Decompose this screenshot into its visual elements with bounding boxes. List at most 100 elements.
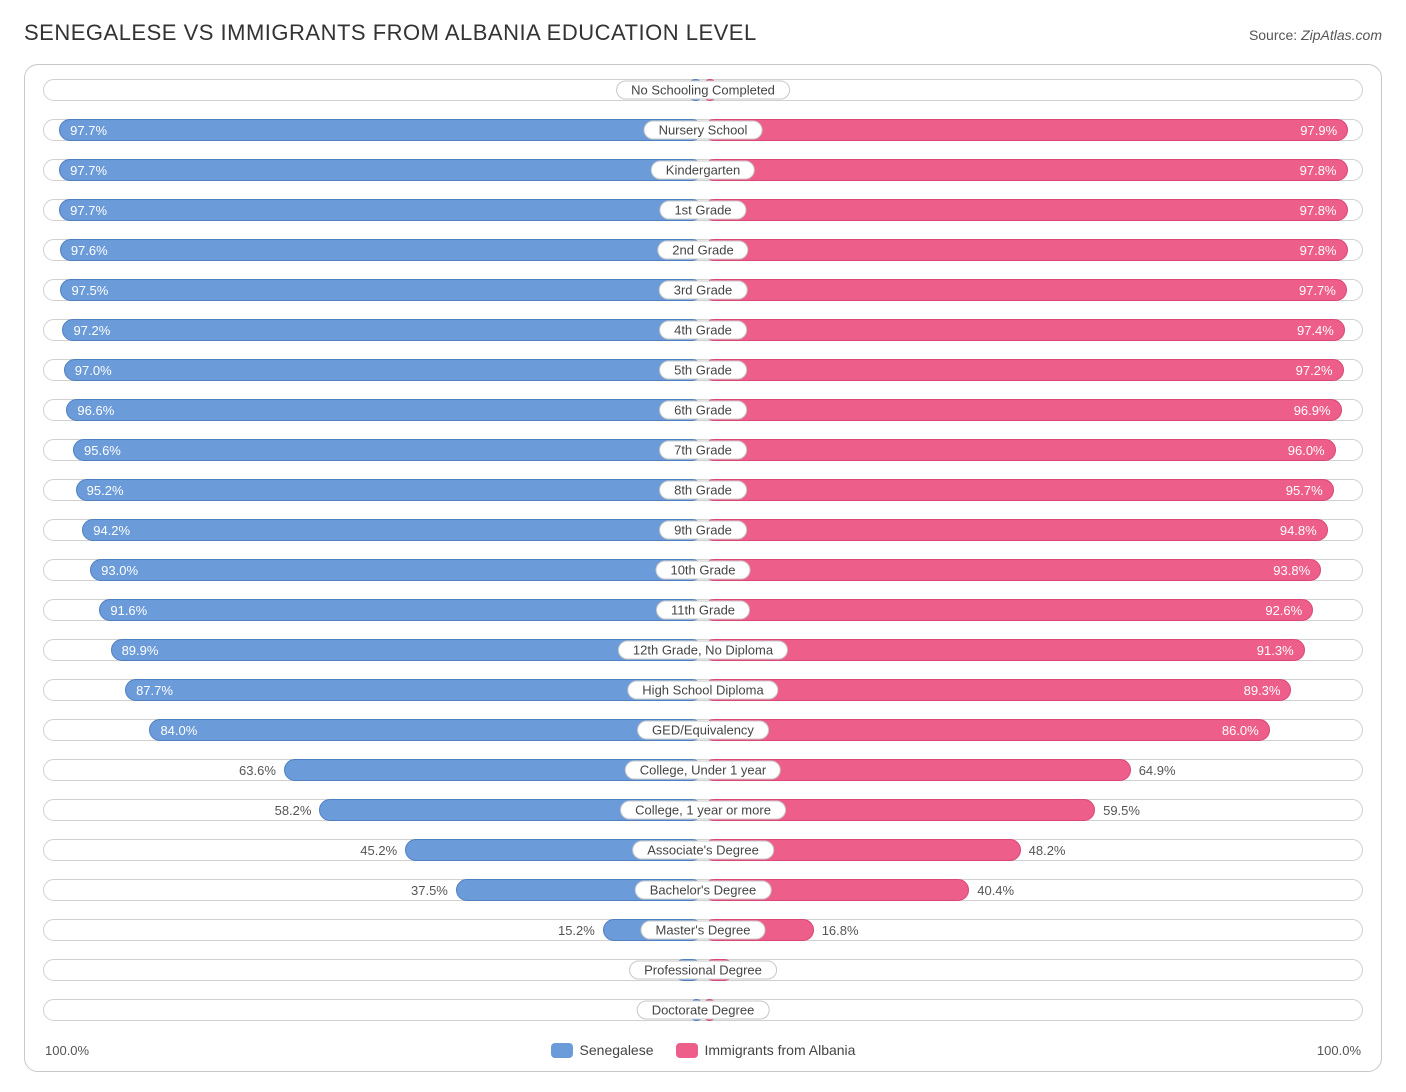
- chart-row: 96.6% 96.9% 6th Grade: [43, 399, 1363, 421]
- bar-senegalese: 89.9%: [111, 639, 703, 661]
- value-albania: 97.9%: [1290, 123, 1347, 138]
- chart-row: 63.6%64.9%College, Under 1 year: [43, 759, 1363, 781]
- chart-row: 97.2% 97.4% 4th Grade: [43, 319, 1363, 341]
- education-diverging-bar-chart: 2.3%2.2%No Schooling Completed97.7%97.9%…: [24, 64, 1382, 1072]
- bar-albania: 91.3%: [703, 639, 1305, 661]
- category-label: Associate's Degree: [632, 841, 774, 860]
- source-value: ZipAtlas.com: [1301, 27, 1382, 43]
- bar-albania: 97.7%: [703, 279, 1347, 301]
- value-albania: 97.8%: [1290, 243, 1347, 258]
- chart-row: 89.9% 91.3% 12th Grade, No Diploma: [43, 639, 1363, 661]
- bar-albania: 95.7%: [703, 479, 1334, 501]
- chart-row: 2.0%1.9%Doctorate Degree: [43, 999, 1363, 1021]
- value-albania: 59.5%: [1103, 800, 1140, 820]
- category-label: Nursery School: [644, 121, 763, 140]
- value-senegalese: 89.9%: [112, 643, 169, 658]
- category-label: No Schooling Completed: [616, 81, 790, 100]
- category-label: College, 1 year or more: [620, 801, 786, 820]
- category-label: 6th Grade: [659, 401, 747, 420]
- value-senegalese: 97.0%: [65, 363, 122, 378]
- category-label: 3rd Grade: [659, 281, 748, 300]
- category-label: 8th Grade: [659, 481, 747, 500]
- category-label: 2nd Grade: [657, 241, 748, 260]
- value-albania: 96.0%: [1278, 443, 1335, 458]
- legend-swatch-albania: [676, 1043, 698, 1058]
- bar-senegalese: 96.6%: [66, 399, 703, 421]
- category-label: 12th Grade, No Diploma: [618, 641, 788, 660]
- category-label: 4th Grade: [659, 321, 747, 340]
- bar-senegalese: 94.2%: [82, 519, 703, 541]
- chart-row: 95.6% 96.0% 7th Grade: [43, 439, 1363, 461]
- value-albania: 48.2%: [1029, 840, 1066, 860]
- bar-albania: 86.0%: [703, 719, 1270, 741]
- chart-row: 87.7%89.3%High School Diploma: [43, 679, 1363, 701]
- chart-row: 15.2% 16.8% Master's Degree: [43, 919, 1363, 941]
- bar-senegalese: 91.6%: [99, 599, 703, 621]
- value-senegalese: 91.6%: [100, 603, 157, 618]
- value-senegalese: 97.5%: [61, 283, 118, 298]
- category-label: 9th Grade: [659, 521, 747, 540]
- chart-row: 58.2% 59.5% College, 1 year or more: [43, 799, 1363, 821]
- value-senegalese: 95.2%: [77, 483, 134, 498]
- bar-senegalese: 87.7%: [125, 679, 703, 701]
- bar-senegalese: 97.7%: [59, 199, 703, 221]
- value-albania: 93.8%: [1263, 563, 1320, 578]
- value-albania: 92.6%: [1255, 603, 1312, 618]
- axis-max-right: 100.0%: [1317, 1043, 1361, 1058]
- chart-row: 97.7% 97.8% 1st Grade: [43, 199, 1363, 221]
- value-albania: 97.4%: [1287, 323, 1344, 338]
- value-albania: 16.8%: [822, 920, 859, 940]
- bar-senegalese: 95.6%: [73, 439, 703, 461]
- bar-senegalese: 84.0%: [149, 719, 703, 741]
- bar-senegalese: 97.5%: [60, 279, 703, 301]
- category-label: 5th Grade: [659, 361, 747, 380]
- bar-senegalese: 97.6%: [60, 239, 703, 261]
- value-senegalese: 15.2%: [558, 920, 595, 940]
- chart-row: 97.7% 97.9% Nursery School: [43, 119, 1363, 141]
- bar-senegalese: 97.2%: [62, 319, 703, 341]
- chart-row: 37.5%40.4%Bachelor's Degree: [43, 879, 1363, 901]
- value-senegalese: 97.7%: [60, 123, 117, 138]
- value-albania: 86.0%: [1212, 723, 1269, 738]
- value-albania: 91.3%: [1247, 643, 1304, 658]
- chart-row: 97.7%97.8%Kindergarten: [43, 159, 1363, 181]
- chart-row: 97.6% 97.8% 2nd Grade: [43, 239, 1363, 261]
- legend-swatch-senegalese: [551, 1043, 573, 1058]
- chart-footer: 100.0% Senegalese Immigrants from Albani…: [43, 1039, 1363, 1061]
- category-label: Master's Degree: [641, 921, 766, 940]
- bar-senegalese: 93.0%: [90, 559, 703, 581]
- category-label: Kindergarten: [651, 161, 755, 180]
- bar-albania: 97.8%: [703, 239, 1348, 261]
- chart-row: 91.6%92.6%11th Grade: [43, 599, 1363, 621]
- value-albania: 97.8%: [1290, 163, 1347, 178]
- chart-row: 4.6%4.8%Professional Degree: [43, 959, 1363, 981]
- chart-row: 94.2% 94.8% 9th Grade: [43, 519, 1363, 541]
- chart-title: SENEGALESE VS IMMIGRANTS FROM ALBANIA ED…: [24, 20, 757, 46]
- bar-albania: 97.4%: [703, 319, 1345, 341]
- bar-albania: 92.6%: [703, 599, 1313, 621]
- value-albania: 64.9%: [1139, 760, 1176, 780]
- value-albania: 89.3%: [1234, 683, 1291, 698]
- chart-row: 84.0% 86.0% GED/Equivalency: [43, 719, 1363, 741]
- value-albania: 96.9%: [1284, 403, 1341, 418]
- axis-max-left: 100.0%: [45, 1043, 89, 1058]
- legend-label-albania: Immigrants from Albania: [705, 1042, 856, 1058]
- value-albania: 97.2%: [1286, 363, 1343, 378]
- category-label: 1st Grade: [659, 201, 746, 220]
- category-label: 10th Grade: [655, 561, 750, 580]
- bar-albania: 96.9%: [703, 399, 1342, 421]
- value-senegalese: 97.2%: [63, 323, 120, 338]
- category-label: 7th Grade: [659, 441, 747, 460]
- value-senegalese: 58.2%: [275, 800, 312, 820]
- category-label: Doctorate Degree: [637, 1001, 770, 1020]
- legend-item-albania: Immigrants from Albania: [676, 1042, 856, 1058]
- value-albania: 94.8%: [1270, 523, 1327, 538]
- category-label: Bachelor's Degree: [635, 881, 772, 900]
- chart-row: 93.0% 93.8% 10th Grade: [43, 559, 1363, 581]
- value-senegalese: 37.5%: [411, 880, 448, 900]
- value-albania: 97.8%: [1290, 203, 1347, 218]
- source-label: Source:: [1249, 27, 1301, 43]
- category-label: GED/Equivalency: [637, 721, 769, 740]
- bar-albania: 97.8%: [703, 159, 1348, 181]
- bar-albania: 94.8%: [703, 519, 1328, 541]
